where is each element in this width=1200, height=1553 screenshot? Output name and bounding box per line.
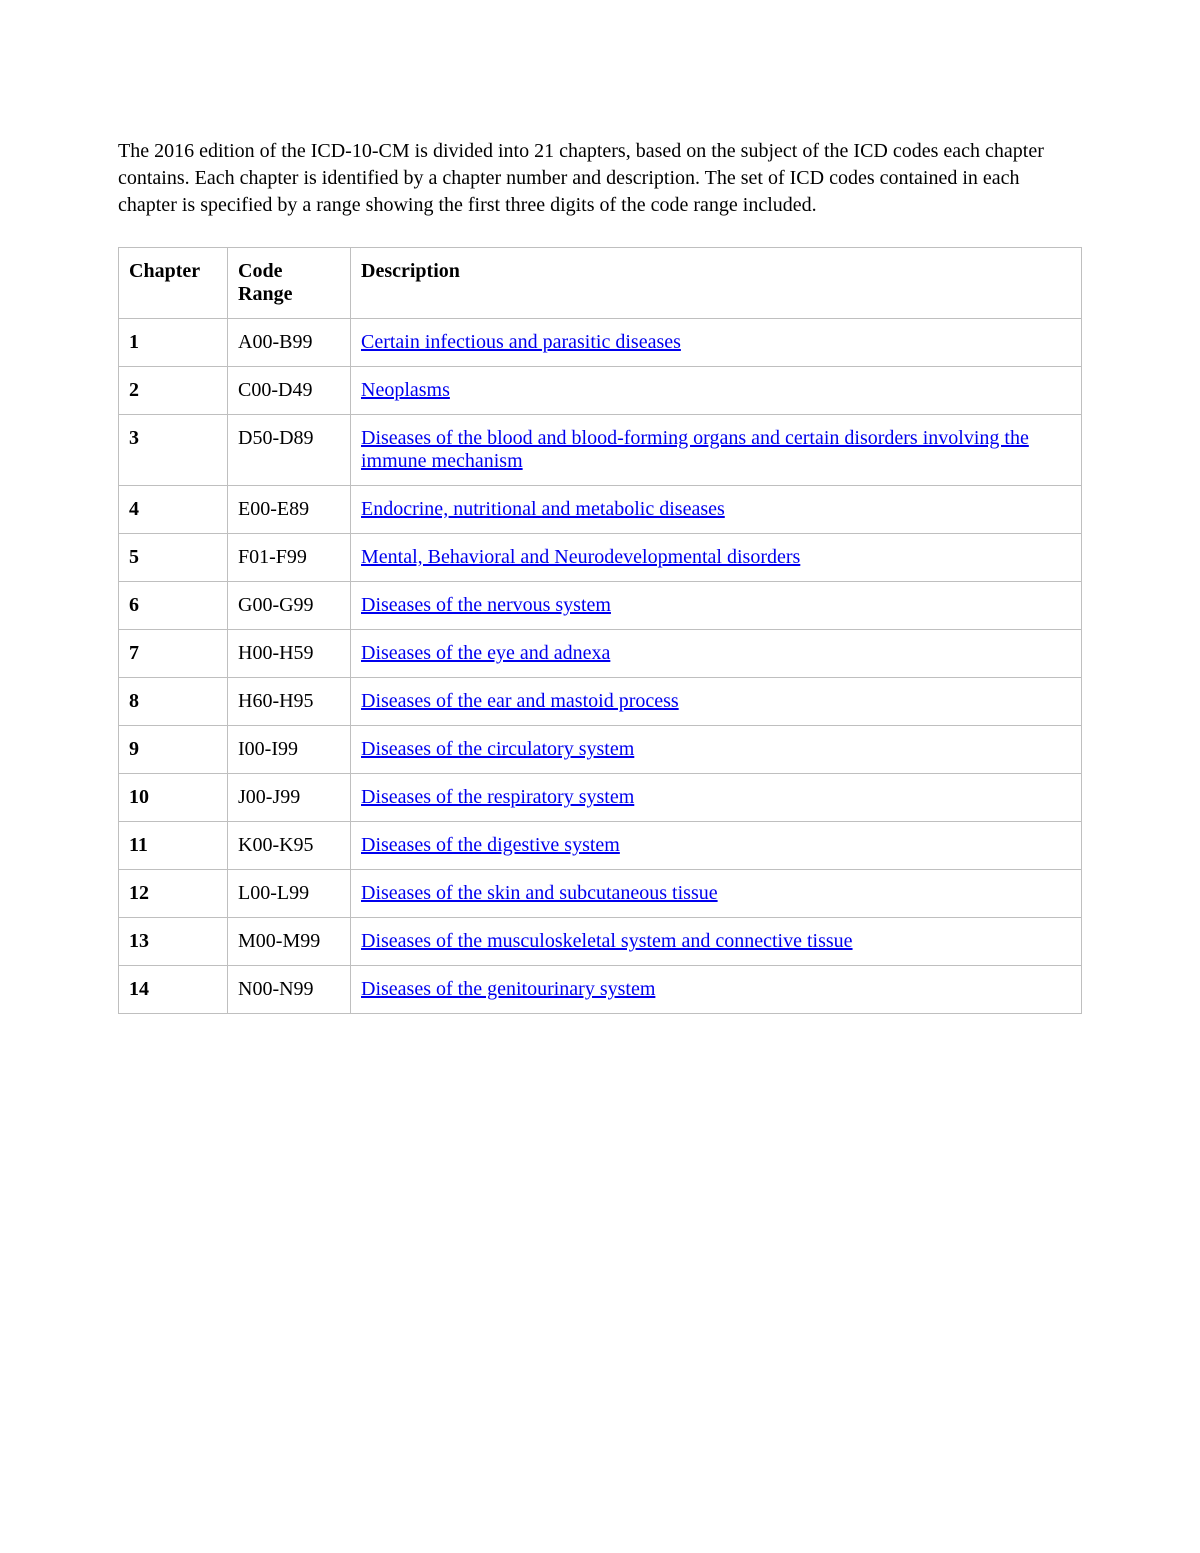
column-header-code-range: Code Range [228,248,351,319]
table-row: 1A00-B99 Certain infectious and parasitic… [119,319,1082,367]
cell-code-range: C00-D49 [228,367,351,415]
cell-description: Neoplasms [351,367,1082,415]
intro-paragraph: The 2016 edition of the ICD-10-CM is div… [118,138,1082,219]
cell-chapter: 8 [119,678,228,726]
cell-chapter: 14 [119,966,228,1014]
column-header-chapter: Chapter [119,248,228,319]
cell-chapter: 4 [119,486,228,534]
cell-chapter: 9 [119,726,228,774]
cell-chapter: 7 [119,630,228,678]
cell-description: Certain infectious and parasitic disease… [351,319,1082,367]
table-row: 6G00-G99 Diseases of the nervous system [119,582,1082,630]
cell-description: Mental, Behavioral and Neurodevelopmenta… [351,534,1082,582]
cell-code-range: D50-D89 [228,415,351,486]
cell-description: Diseases of the circulatory system [351,726,1082,774]
description-link[interactable]: Certain infectious and parasitic disease… [361,331,681,353]
description-link[interactable]: Diseases of the circulatory system [361,738,634,760]
table-row: 4E00-E89 Endocrine, nutritional and metab… [119,486,1082,534]
description-link[interactable]: Mental, Behavioral and Neurodevelopmenta… [361,546,800,568]
description-link[interactable]: Diseases of the eye and adnexa [361,642,610,664]
description-link[interactable]: Diseases of the skin and subcutaneous ti… [361,882,718,904]
cell-code-range: K00-K95 [228,822,351,870]
cell-code-range: H00-H59 [228,630,351,678]
cell-code-range: G00-G99 [228,582,351,630]
table-row: 13M00-M99 Diseases of the musculoskeletal… [119,918,1082,966]
table-row: 8H60-H95 Diseases of the ear and mastoid … [119,678,1082,726]
description-link[interactable]: Diseases of the blood and blood-forming … [361,427,1029,472]
description-link[interactable]: Diseases of the digestive system [361,834,620,856]
table-row: 5F01-F99 Mental, Behavioral and Neurodeve… [119,534,1082,582]
description-link[interactable]: Diseases of the genitourinary system [361,978,655,1000]
cell-chapter: 3 [119,415,228,486]
description-link[interactable]: Diseases of the nervous system [361,594,611,616]
table-row: 7H00-H59 Diseases of the eye and adnexa [119,630,1082,678]
cell-description: Diseases of the musculoskeletal system a… [351,918,1082,966]
cell-chapter: 6 [119,582,228,630]
table-row: 9I00-I99 Diseases of the circulatory syst… [119,726,1082,774]
cell-code-range: E00-E89 [228,486,351,534]
cell-code-range: M00-M99 [228,918,351,966]
cell-description: Diseases of the genitourinary system [351,966,1082,1014]
column-header-description: Description [351,248,1082,319]
cell-chapter: 13 [119,918,228,966]
icd-chapter-table: Chapter Code Range Description 1A00-B99C… [118,247,1082,1014]
cell-description: Diseases of the nervous system [351,582,1082,630]
cell-chapter: 5 [119,534,228,582]
cell-code-range: H60-H95 [228,678,351,726]
cell-code-range: J00-J99 [228,774,351,822]
description-link[interactable]: Diseases of the ear and mastoid process [361,690,679,712]
description-link[interactable]: Endocrine, nutritional and metabolic dis… [361,498,725,520]
table-header-row: Chapter Code Range Description [119,248,1082,319]
cell-code-range: F01-F99 [228,534,351,582]
table-row: 10J00-J99 Diseases of the respiratory sys… [119,774,1082,822]
cell-description: Diseases of the respiratory system [351,774,1082,822]
table-row: 3D50-D89Diseases of the blood and blood-… [119,415,1082,486]
cell-chapter: 10 [119,774,228,822]
table-row: 12L00-L99 Diseases of the skin and subcut… [119,870,1082,918]
description-link[interactable]: Diseases of the musculoskeletal system a… [361,930,853,952]
cell-code-range: L00-L99 [228,870,351,918]
cell-description: Endocrine, nutritional and metabolic dis… [351,486,1082,534]
cell-description: Diseases of the eye and adnexa [351,630,1082,678]
cell-chapter: 11 [119,822,228,870]
cell-code-range: N00-N99 [228,966,351,1014]
cell-description: Diseases of the skin and subcutaneous ti… [351,870,1082,918]
cell-chapter: 2 [119,367,228,415]
cell-code-range: I00-I99 [228,726,351,774]
cell-chapter: 1 [119,319,228,367]
table-row: 14N00-N99 Diseases of the genitourinary s… [119,966,1082,1014]
cell-chapter: 12 [119,870,228,918]
table-row: 2C00-D49 Neoplasms [119,367,1082,415]
cell-description: Diseases of the digestive system [351,822,1082,870]
table-row: 11K00-K95 Diseases of the digestive syste… [119,822,1082,870]
cell-code-range: A00-B99 [228,319,351,367]
description-link[interactable]: Diseases of the respiratory system [361,786,634,808]
cell-description: Diseases of the ear and mastoid process [351,678,1082,726]
description-link[interactable]: Neoplasms [361,379,450,401]
cell-description: Diseases of the blood and blood-forming … [351,415,1082,486]
